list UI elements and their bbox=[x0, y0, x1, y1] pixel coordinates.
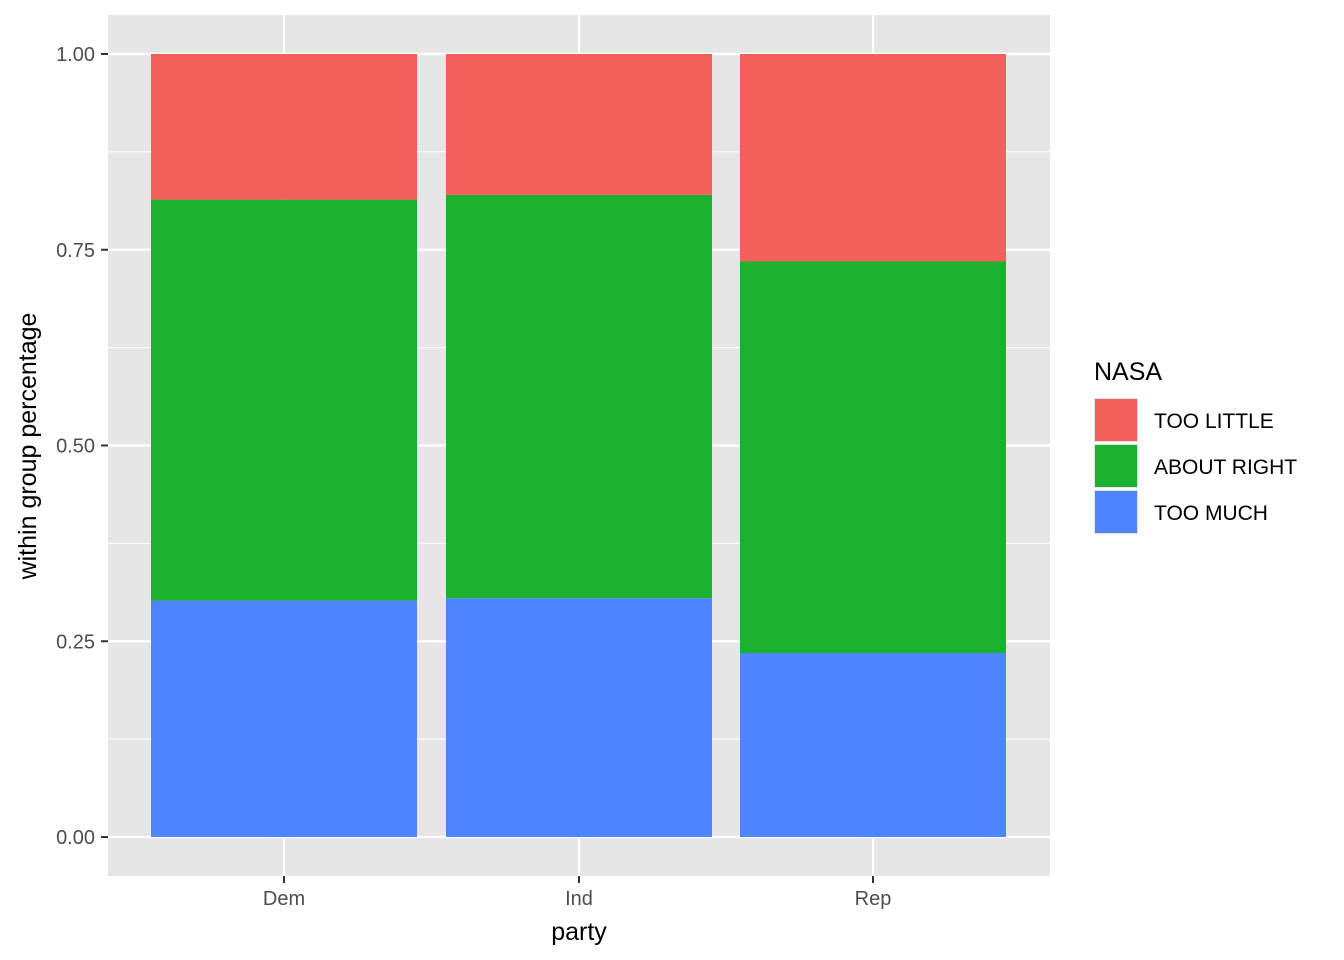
x-tick-label: Ind bbox=[565, 888, 593, 910]
bar-rep-about-right bbox=[740, 261, 1006, 653]
bar-ind-about-right bbox=[446, 194, 712, 599]
legend-label: TOO LITTLE bbox=[1154, 410, 1274, 433]
x-axis-title: party bbox=[551, 918, 607, 946]
legend-swatch bbox=[1095, 445, 1137, 487]
legend-title: NASA bbox=[1094, 358, 1162, 386]
y-tick-label: 1.00 bbox=[56, 44, 95, 66]
bars bbox=[151, 54, 1006, 837]
bar-ind-too-much bbox=[446, 598, 712, 837]
y-tick-label: 0.50 bbox=[56, 436, 95, 458]
bar-rep-too-little bbox=[740, 54, 1006, 262]
legend-swatch bbox=[1095, 399, 1137, 441]
bar-rep-too-much bbox=[740, 652, 1006, 837]
legend-swatch bbox=[1095, 491, 1137, 533]
x-tick-label: Rep bbox=[855, 888, 892, 910]
legend-label: ABOUT RIGHT bbox=[1154, 456, 1297, 479]
y-tick-label: 0.00 bbox=[56, 827, 95, 849]
y-tick-label: 0.75 bbox=[56, 240, 95, 262]
x-tick-label: Dem bbox=[263, 888, 305, 910]
bar-dem-about-right bbox=[151, 199, 417, 601]
axes: 0.00 0.25 0.50 0.75 1.00 Dem Ind Rep bbox=[56, 44, 891, 910]
y-tick-label: 0.25 bbox=[56, 631, 95, 653]
y-axis-title: within group percentage bbox=[14, 313, 42, 581]
legend: NASA TOO LITTLE ABOUT RIGHT TOO MUCH bbox=[1094, 358, 1297, 534]
bar-dem-too-little bbox=[151, 54, 417, 200]
bar-dem-too-much bbox=[151, 600, 417, 837]
bar-ind-too-little bbox=[446, 54, 712, 195]
legend-label: TOO MUCH bbox=[1154, 502, 1268, 525]
